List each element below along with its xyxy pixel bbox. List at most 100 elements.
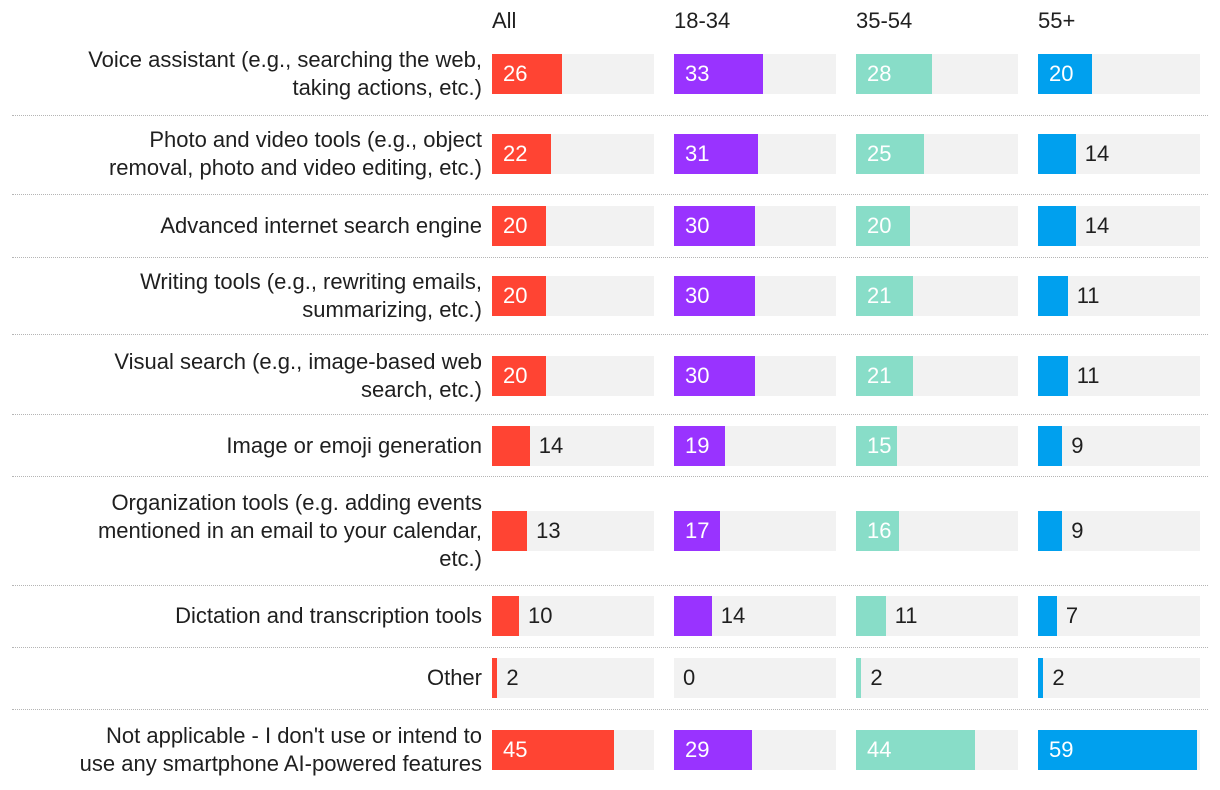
bar-track: 20	[492, 206, 654, 246]
bar	[492, 134, 552, 174]
data-label: 17	[685, 518, 710, 543]
category-label-line: mentioned in an email to your calendar,	[97, 518, 482, 543]
bar	[1038, 658, 1044, 698]
bar	[492, 426, 530, 466]
bar-track: 45	[492, 730, 654, 770]
row-divider	[12, 194, 1208, 195]
data-label: 2	[870, 665, 883, 690]
data-label: 59	[1049, 737, 1074, 762]
bar	[674, 730, 753, 770]
bar	[492, 276, 546, 316]
bar	[1038, 276, 1068, 316]
category-label-line: Photo and video tools (e.g., object	[149, 127, 482, 152]
bar	[674, 596, 712, 636]
bar	[856, 426, 897, 466]
data-label: 21	[867, 283, 892, 308]
bar	[674, 206, 755, 246]
row-divider	[12, 115, 1208, 116]
data-label: 14	[1084, 213, 1110, 238]
category-label-line: search, etc.)	[360, 377, 482, 402]
bar	[1038, 511, 1063, 551]
bar	[856, 596, 886, 636]
bar-track: 20	[492, 276, 654, 316]
data-label: 11	[1076, 363, 1100, 388]
bar	[1038, 134, 1076, 174]
data-label: 19	[685, 433, 710, 458]
bar	[492, 54, 563, 94]
data-label: 9	[1071, 518, 1084, 543]
category-label: Other	[0, 664, 482, 692]
bar-track: 14	[1038, 206, 1200, 246]
category-label-line: Voice assistant (e.g., searching the web…	[88, 47, 482, 72]
data-label: 15	[867, 433, 892, 458]
category-label: Advanced internet search engine	[0, 212, 482, 240]
category-label-line: use any smartphone AI-powered features	[79, 751, 482, 776]
bar-track: 31	[674, 134, 836, 174]
category-label-line: Organization tools (e.g. adding events	[111, 490, 482, 515]
data-label: 16	[867, 518, 892, 543]
category-label-line: Image or emoji generation	[226, 433, 482, 458]
data-label: 30	[685, 363, 710, 388]
data-label: 29	[685, 737, 710, 762]
category-label: Organization tools (e.g. adding events me…	[0, 489, 482, 573]
row-divider	[12, 257, 1208, 258]
bar-track: 22	[492, 134, 654, 174]
bar	[674, 511, 720, 551]
data-label: 21	[867, 363, 892, 388]
bar-track: 14	[674, 596, 836, 636]
category-label: Image or emoji generation	[0, 432, 482, 460]
bar-track: 29	[674, 730, 836, 770]
data-label: 20	[1049, 61, 1074, 86]
bar	[1038, 596, 1057, 636]
bar-track: 2	[492, 658, 654, 698]
data-label: 14	[538, 433, 564, 458]
bar	[674, 54, 764, 94]
bar-track: 28	[856, 54, 1018, 94]
data-label: 14	[1084, 141, 1110, 166]
category-label-line: Writing tools (e.g., rewriting emails,	[140, 269, 482, 294]
bar	[856, 54, 932, 94]
data-label: 11	[894, 603, 918, 628]
data-label: 7	[1065, 603, 1079, 628]
bar	[856, 276, 913, 316]
data-label: 20	[867, 213, 892, 238]
data-label: 33	[685, 61, 710, 86]
bar	[492, 730, 614, 770]
bar-track: 2	[856, 658, 1018, 698]
bar-track: 11	[856, 596, 1018, 636]
bar	[492, 511, 528, 551]
category-label-line: taking actions, etc.)	[292, 75, 482, 100]
column-header-3554: 35-54	[856, 8, 913, 33]
row-divider	[12, 476, 1208, 477]
category-label-line: removal, photo and video editing, etc.)	[108, 155, 482, 180]
bar	[1038, 426, 1063, 466]
category-label-line: Advanced internet search engine	[160, 213, 482, 238]
data-label: 20	[503, 283, 528, 308]
category-label: Writing tools (e.g., rewriting emails, su…	[0, 268, 482, 324]
data-label: 22	[503, 141, 528, 166]
bar	[1038, 206, 1076, 246]
bar-track: 2	[1038, 658, 1200, 698]
data-label: 13	[536, 518, 561, 543]
bar-track: 33	[674, 54, 836, 94]
data-label: 0	[683, 665, 696, 690]
data-label: 10	[528, 603, 553, 628]
data-label: 28	[867, 61, 892, 86]
bar-track: 59	[1038, 730, 1200, 770]
bar-track: 20	[1038, 54, 1200, 94]
data-label: 30	[685, 213, 710, 238]
data-label: 30	[685, 283, 710, 308]
bar-track: 9	[1038, 426, 1200, 466]
data-label: 14	[720, 603, 746, 628]
bar-track: 17	[674, 511, 836, 551]
bar	[492, 206, 546, 246]
category-label-line: summarizing, etc.)	[302, 297, 482, 322]
data-label: 44	[867, 737, 892, 762]
bar	[856, 356, 913, 396]
category-label-line: etc.)	[439, 546, 482, 571]
bar-track: 21	[856, 356, 1018, 396]
bar	[674, 134, 758, 174]
bar	[856, 511, 900, 551]
bar-track: 10	[492, 596, 654, 636]
